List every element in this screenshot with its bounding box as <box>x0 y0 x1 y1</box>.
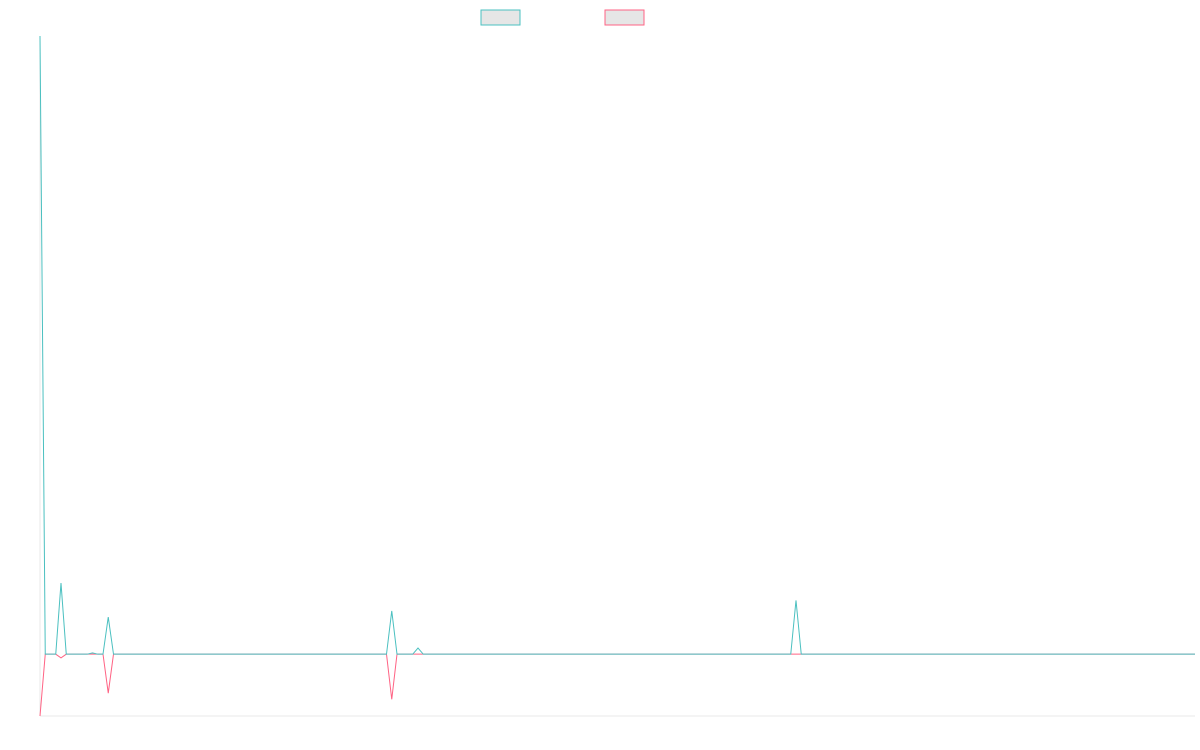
legend-swatch <box>480 9 521 26</box>
series-line <box>39 653 1195 717</box>
legend-swatch <box>604 9 645 26</box>
series-line <box>39 35 1195 655</box>
